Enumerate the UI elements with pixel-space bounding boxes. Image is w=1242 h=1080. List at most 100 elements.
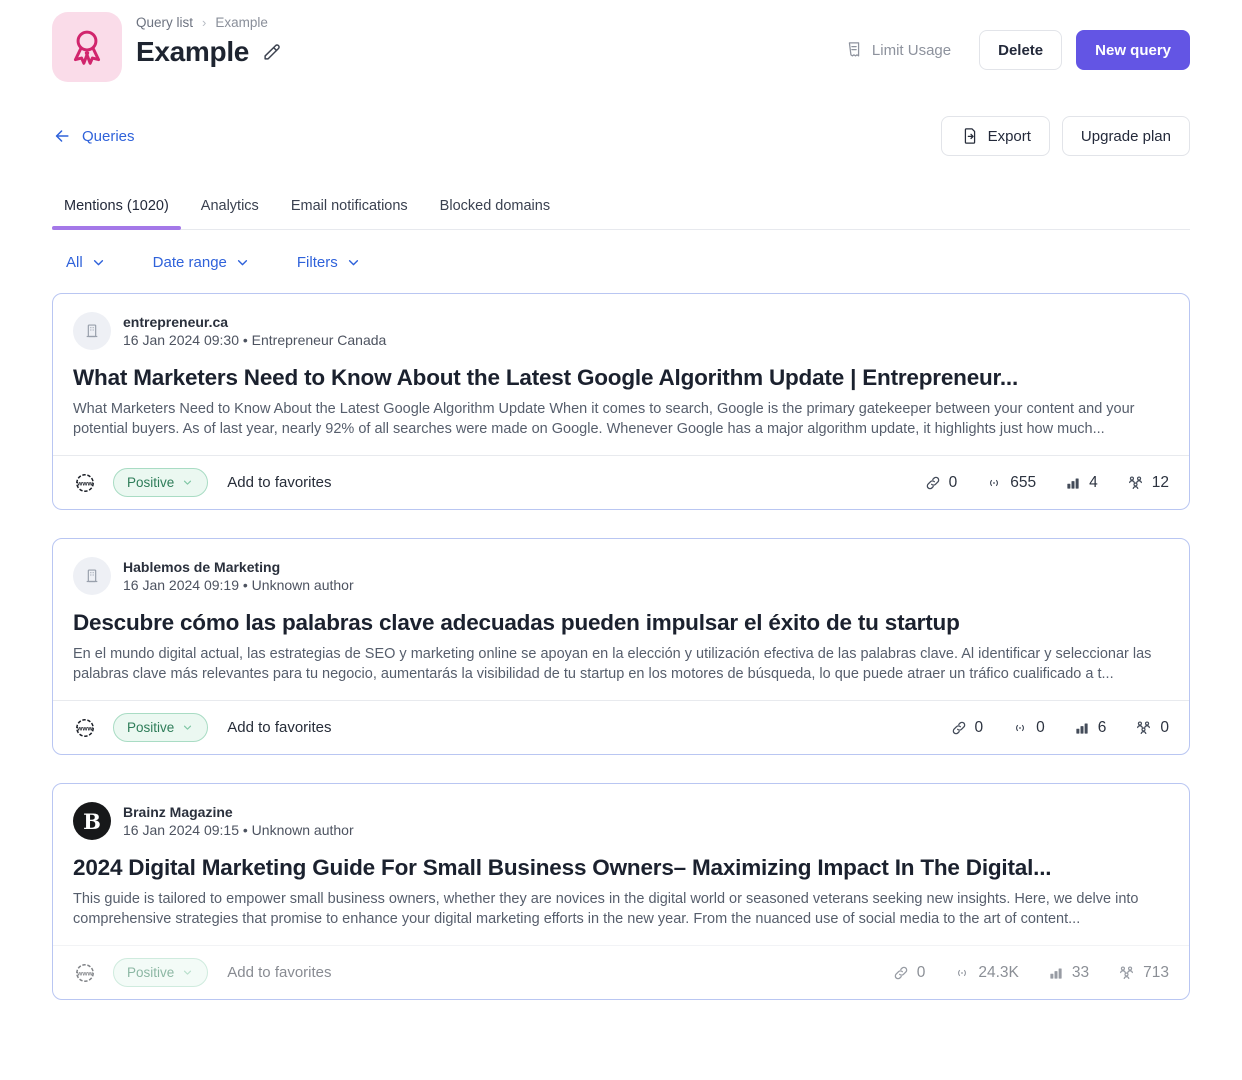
- chevron-down-icon: [181, 476, 194, 489]
- query-logo: [52, 12, 122, 82]
- audience-count: 0: [1134, 718, 1169, 737]
- mention-excerpt: En el mundo digital actual, las estrateg…: [73, 646, 1152, 682]
- filter-filters-label: Filters: [296, 254, 338, 271]
- upgrade-plan-button[interactable]: Upgrade plan: [1061, 116, 1190, 156]
- chevron-down-icon: [181, 721, 194, 734]
- mention-title[interactable]: What Marketers Need to Know About the La…: [73, 365, 1019, 390]
- sentiment-label: Positive: [127, 720, 175, 735]
- new-query-button[interactable]: New query: [1076, 30, 1190, 70]
- chevron-down-icon: [234, 254, 251, 271]
- broadcast-icon: [985, 474, 1003, 492]
- building-icon: [81, 320, 103, 342]
- source-name[interactable]: entrepreneur.ca: [123, 314, 229, 330]
- sentiment-badge[interactable]: Positive: [113, 713, 209, 742]
- mentions-list: entrepreneur.ca 16 Jan 2024 09:30 • Entr…: [52, 293, 1190, 1018]
- subheader: Queries Export Upgrade plan: [52, 116, 1190, 156]
- mention-excerpt: What Marketers Need to Know About the La…: [73, 401, 1135, 437]
- reach-count: 655: [985, 474, 1036, 492]
- link-count: 0: [924, 474, 957, 492]
- reach-count: 24.3K: [953, 964, 1019, 982]
- mention-stats: 0 0: [950, 718, 1169, 737]
- back-link-label: Queries: [82, 127, 135, 145]
- source-name[interactable]: Hablemos de Marketing: [123, 559, 281, 575]
- add-to-favorites-button[interactable]: Add to favorites: [227, 964, 332, 981]
- link-count: 0: [950, 719, 983, 737]
- link-icon: [950, 719, 968, 737]
- back-to-queries-link[interactable]: Queries: [52, 126, 135, 146]
- edit-pencil-icon[interactable]: [261, 41, 283, 63]
- chevron-down-icon: [345, 254, 362, 271]
- mention-title[interactable]: Descubre cómo las palabras clave adecuad…: [73, 610, 960, 635]
- mention-footer: www Positive Add to favorites: [53, 700, 1189, 754]
- reach-count: 0: [1011, 719, 1045, 737]
- filter-all-label: All: [66, 254, 83, 271]
- source-avatar: [73, 557, 111, 595]
- mention-card: Hablemos de Marketing 16 Jan 2024 09:19 …: [52, 538, 1190, 755]
- chevron-down-icon: [181, 966, 194, 979]
- link-count: 0: [892, 964, 925, 982]
- sentiment-label: Positive: [127, 965, 175, 980]
- influence-count: 6: [1073, 719, 1106, 737]
- limit-usage-button[interactable]: Limit Usage: [844, 40, 951, 60]
- sentiment-badge[interactable]: Positive: [113, 468, 209, 497]
- filter-bar: All Date range Filters: [52, 254, 1190, 271]
- receipt-icon: [844, 40, 864, 60]
- export-button[interactable]: Export: [940, 116, 1050, 156]
- breadcrumb-current: Example: [215, 15, 268, 30]
- add-to-favorites-button[interactable]: Add to favorites: [227, 719, 332, 736]
- mention-footer: www Positive Add to favorites: [53, 945, 1189, 999]
- svg-text:www: www: [76, 480, 93, 487]
- mention-title[interactable]: 2024 Digital Marketing Guide For Small B…: [73, 855, 1052, 880]
- filter-date-range-label: Date range: [152, 254, 227, 271]
- query-page: Query list › Example Example: [52, 0, 1190, 1018]
- influence-count: 4: [1064, 474, 1098, 492]
- page-title: Example: [136, 36, 250, 67]
- app-header: Query list › Example Example: [52, 0, 1190, 82]
- tab-analytics[interactable]: Analytics: [200, 198, 259, 214]
- bar-chart-icon: [1047, 964, 1065, 982]
- broadcast-icon: [953, 964, 971, 982]
- mention-meta: 16 Jan 2024 09:19 • Unknown author: [123, 577, 354, 593]
- web-globe-icon: www: [73, 471, 97, 495]
- broadcast-icon: [1011, 719, 1029, 737]
- tab-email-notifications[interactable]: Email notifications: [290, 198, 408, 214]
- audience-icon: [1134, 718, 1153, 737]
- tab-blocked-domains[interactable]: Blocked domains: [439, 198, 551, 214]
- mention-meta: 16 Jan 2024 09:30 • Entrepreneur Canada: [123, 332, 387, 348]
- delete-button[interactable]: Delete: [979, 30, 1063, 70]
- chevron-down-icon: [90, 254, 107, 271]
- arrow-left-icon: [52, 126, 72, 146]
- source-avatar: B: [73, 802, 111, 840]
- bar-chart-icon: [1073, 719, 1091, 737]
- tab-mentions[interactable]: Mentions (1020): [52, 198, 181, 230]
- sentiment-badge[interactable]: Positive: [113, 958, 209, 987]
- export-label: Export: [987, 127, 1031, 145]
- source-name[interactable]: Brainz Magazine: [123, 804, 233, 820]
- building-icon: [81, 565, 103, 587]
- breadcrumb-query-list[interactable]: Query list: [136, 15, 194, 30]
- filter-date-range-dropdown[interactable]: Date range: [153, 254, 251, 271]
- filter-all-dropdown[interactable]: All: [66, 254, 107, 271]
- limit-usage-label: Limit Usage: [871, 41, 952, 59]
- link-icon: [892, 964, 910, 982]
- audience-icon: [1117, 963, 1136, 982]
- mention-card: B Brainz Magazine 16 Jan 2024 09:15 • Un…: [52, 783, 1190, 1000]
- svg-text:www: www: [76, 725, 93, 732]
- bar-chart-icon: [1064, 474, 1082, 492]
- link-icon: [924, 474, 942, 492]
- mention-footer: www Positive Add to favorites: [53, 455, 1189, 509]
- mention-stats: 0 655: [924, 473, 1169, 492]
- add-to-favorites-button[interactable]: Add to favorites: [227, 474, 332, 491]
- mention-stats: 0 24.3K: [892, 963, 1169, 982]
- export-document-icon: [960, 126, 980, 146]
- mention-card: entrepreneur.ca 16 Jan 2024 09:30 • Entr…: [52, 293, 1190, 510]
- sentiment-label: Positive: [127, 475, 175, 490]
- source-avatar: [73, 312, 111, 350]
- web-globe-icon: www: [73, 961, 97, 985]
- breadcrumb-separator-icon: ›: [202, 15, 207, 30]
- mention-excerpt: This guide is tailored to empower small …: [73, 891, 1139, 927]
- filter-filters-dropdown[interactable]: Filters: [297, 254, 362, 271]
- web-globe-icon: www: [73, 716, 97, 740]
- svg-text:www: www: [76, 970, 93, 977]
- tab-bar: Mentions (1020) Analytics Email notifica…: [52, 198, 1190, 230]
